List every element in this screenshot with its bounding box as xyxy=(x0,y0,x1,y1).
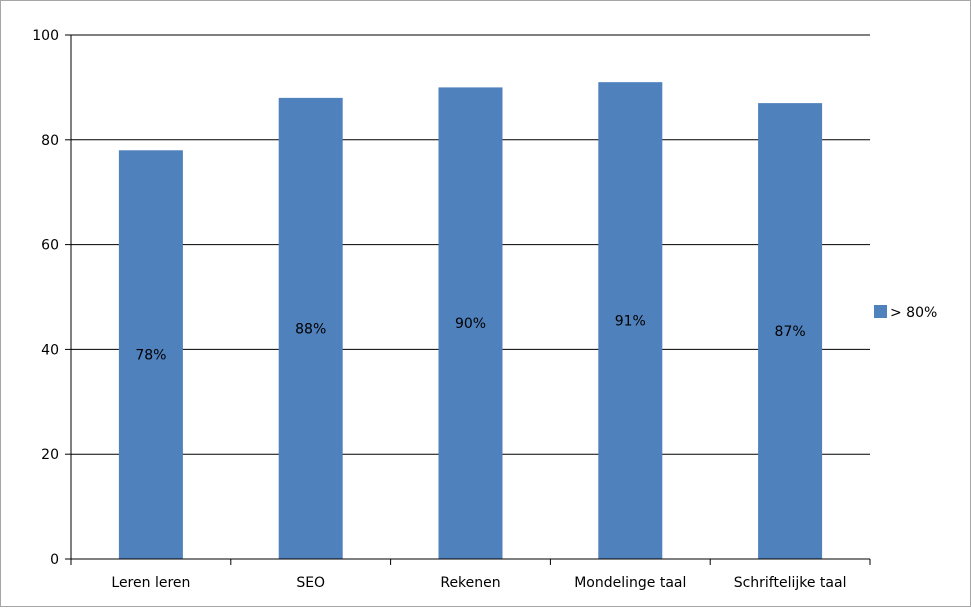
bar xyxy=(278,97,343,559)
data-label: 90% xyxy=(455,316,486,332)
x-tick-label: Leren leren xyxy=(111,575,190,591)
x-tick-label: Schriftelijke taal xyxy=(734,575,847,591)
legend-label: > 80% xyxy=(890,305,937,321)
data-label: 88% xyxy=(295,321,326,337)
y-tick-label: 0 xyxy=(50,552,59,568)
bar xyxy=(438,87,503,560)
y-tick-label: 40 xyxy=(41,342,59,358)
legend: > 80% xyxy=(874,305,937,321)
y-tick-label: 80 xyxy=(41,133,59,149)
labels: 0 20 40 60 80 100 Leren leren 78% SEO 88% Rekenen 9… xyxy=(32,28,846,591)
legend-swatch xyxy=(874,305,887,318)
y-tick-label: 60 xyxy=(41,238,59,254)
x-tick-label: SEO xyxy=(296,575,325,591)
bar xyxy=(758,103,823,560)
data-label: 78% xyxy=(135,348,166,364)
y-tick-label: 20 xyxy=(41,447,59,463)
axes xyxy=(65,34,871,565)
y-tick-label: 100 xyxy=(32,28,59,44)
bar xyxy=(598,82,663,559)
bars xyxy=(118,82,823,560)
data-label: 87% xyxy=(775,324,806,340)
x-tick-label: Rekenen xyxy=(440,575,500,591)
data-label: 91% xyxy=(615,314,646,330)
bar xyxy=(118,150,183,559)
x-tick-label: Mondelinge taal xyxy=(574,575,686,591)
